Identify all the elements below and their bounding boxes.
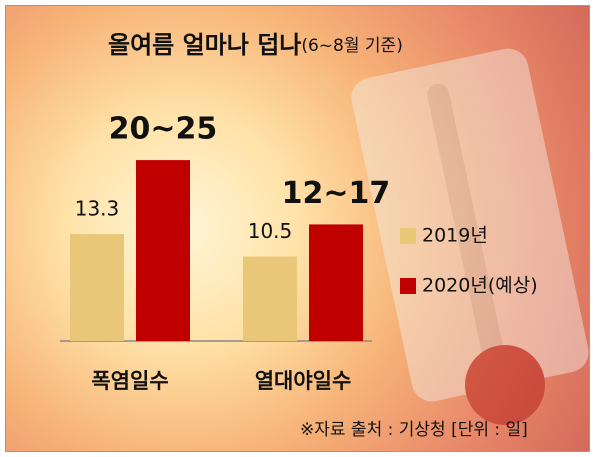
data-label: 12~17 <box>282 176 391 211</box>
legend-label: 2020년(예상) <box>422 275 538 297</box>
bar <box>136 160 190 341</box>
bar <box>243 256 297 341</box>
thermometer <box>351 48 589 425</box>
legend-label: 2019년 <box>422 225 488 247</box>
bar <box>309 224 363 341</box>
data-label: 10.5 <box>248 219 293 243</box>
legend-swatch <box>400 278 416 294</box>
subtitle: (6~8월 기준) <box>301 36 402 56</box>
background <box>5 5 590 452</box>
bar <box>70 234 124 341</box>
title-main: 올여름 얼마나 덥나 <box>108 31 301 59</box>
source-note: ※자료 출처 : 기상청 [단위 : 일] <box>300 420 528 440</box>
chart-title: 올여름 얼마나 덥나(6~8월 기준) <box>108 31 403 59</box>
x-tick-label: 열대야일수 <box>255 369 352 393</box>
x-tick-label: 폭염일수 <box>91 369 168 393</box>
data-label: 20~25 <box>109 112 218 147</box>
data-label: 13.3 <box>75 197 120 221</box>
legend-swatch <box>400 228 416 244</box>
